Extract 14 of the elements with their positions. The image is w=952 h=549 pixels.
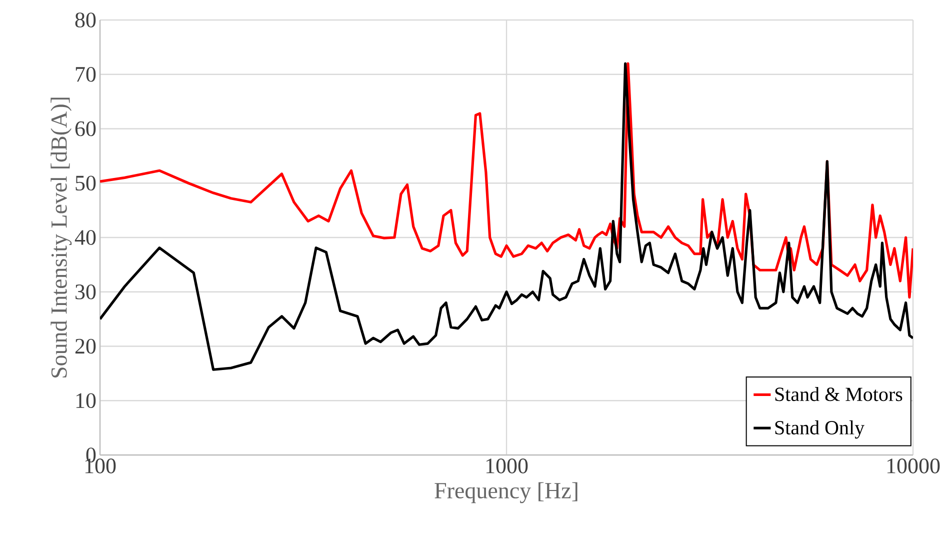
y-tick-label: 10 (76, 393, 96, 408)
y-tick-label: 50 (76, 176, 96, 191)
legend-label: Stand Only (775, 420, 864, 439)
y-axis-title: Sound Intensity Level [dB(A)] (50, 98, 72, 378)
y-tick-label: 30 (76, 284, 96, 300)
x-tick-label: 1000 (486, 458, 528, 474)
x-tick-label: 10000 (887, 458, 940, 474)
legend-label: Stand & Motors (775, 387, 902, 402)
x-axis-title: Frequency [Hz] (434, 482, 578, 504)
y-tick-label: 20 (75, 338, 96, 354)
y-tick-label: 40 (74, 230, 96, 245)
y-tick-label: 60 (75, 121, 96, 136)
y-tick-label: 70 (76, 66, 96, 82)
y-tick-label: 80 (75, 12, 96, 28)
